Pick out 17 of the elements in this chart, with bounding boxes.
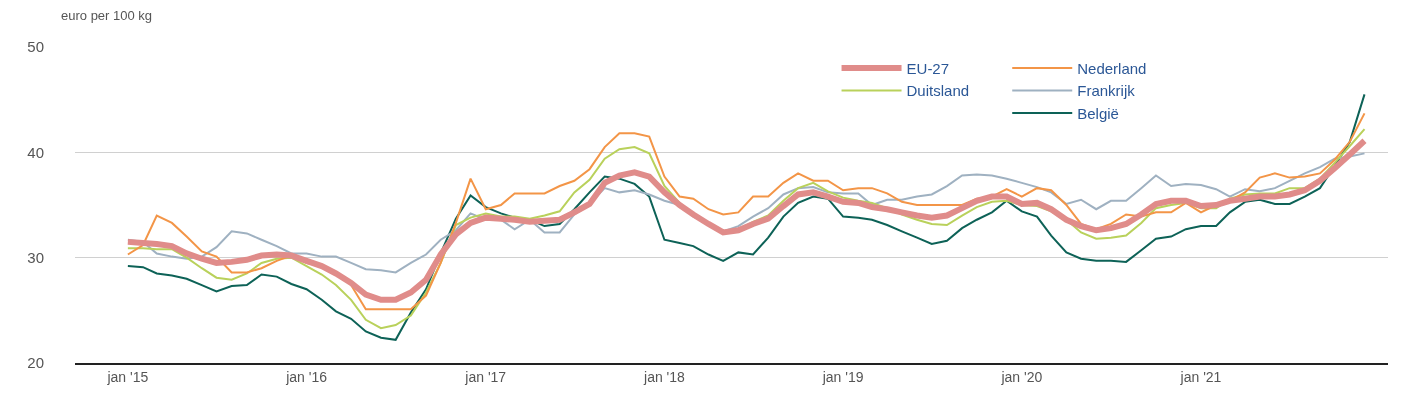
y-tick-label: 20 (27, 354, 44, 372)
x-tick-label: jan '20 (1000, 368, 1043, 385)
y-tick-label: 30 (27, 248, 44, 266)
x-tick-label: jan '15 (106, 368, 149, 385)
x-tick-label: jan '19 (821, 368, 864, 385)
legend-label: Nederland (1077, 59, 1147, 77)
legend-label: België (1077, 104, 1119, 122)
x-tick-label: jan '16 (285, 368, 328, 385)
x-tick-label: jan '21 (1179, 368, 1222, 385)
y-tick-label: 40 (27, 143, 44, 161)
x-tick-label: jan '17 (464, 368, 507, 385)
legend-label: Duitsland (906, 82, 970, 100)
legend-label: EU-27 (906, 59, 950, 77)
y-tick-label: 50 (27, 38, 44, 56)
legend-label: Frankrijk (1077, 82, 1136, 100)
x-tick-label: jan '18 (643, 368, 686, 385)
y-axis-title: euro per 100 kg (61, 8, 153, 23)
